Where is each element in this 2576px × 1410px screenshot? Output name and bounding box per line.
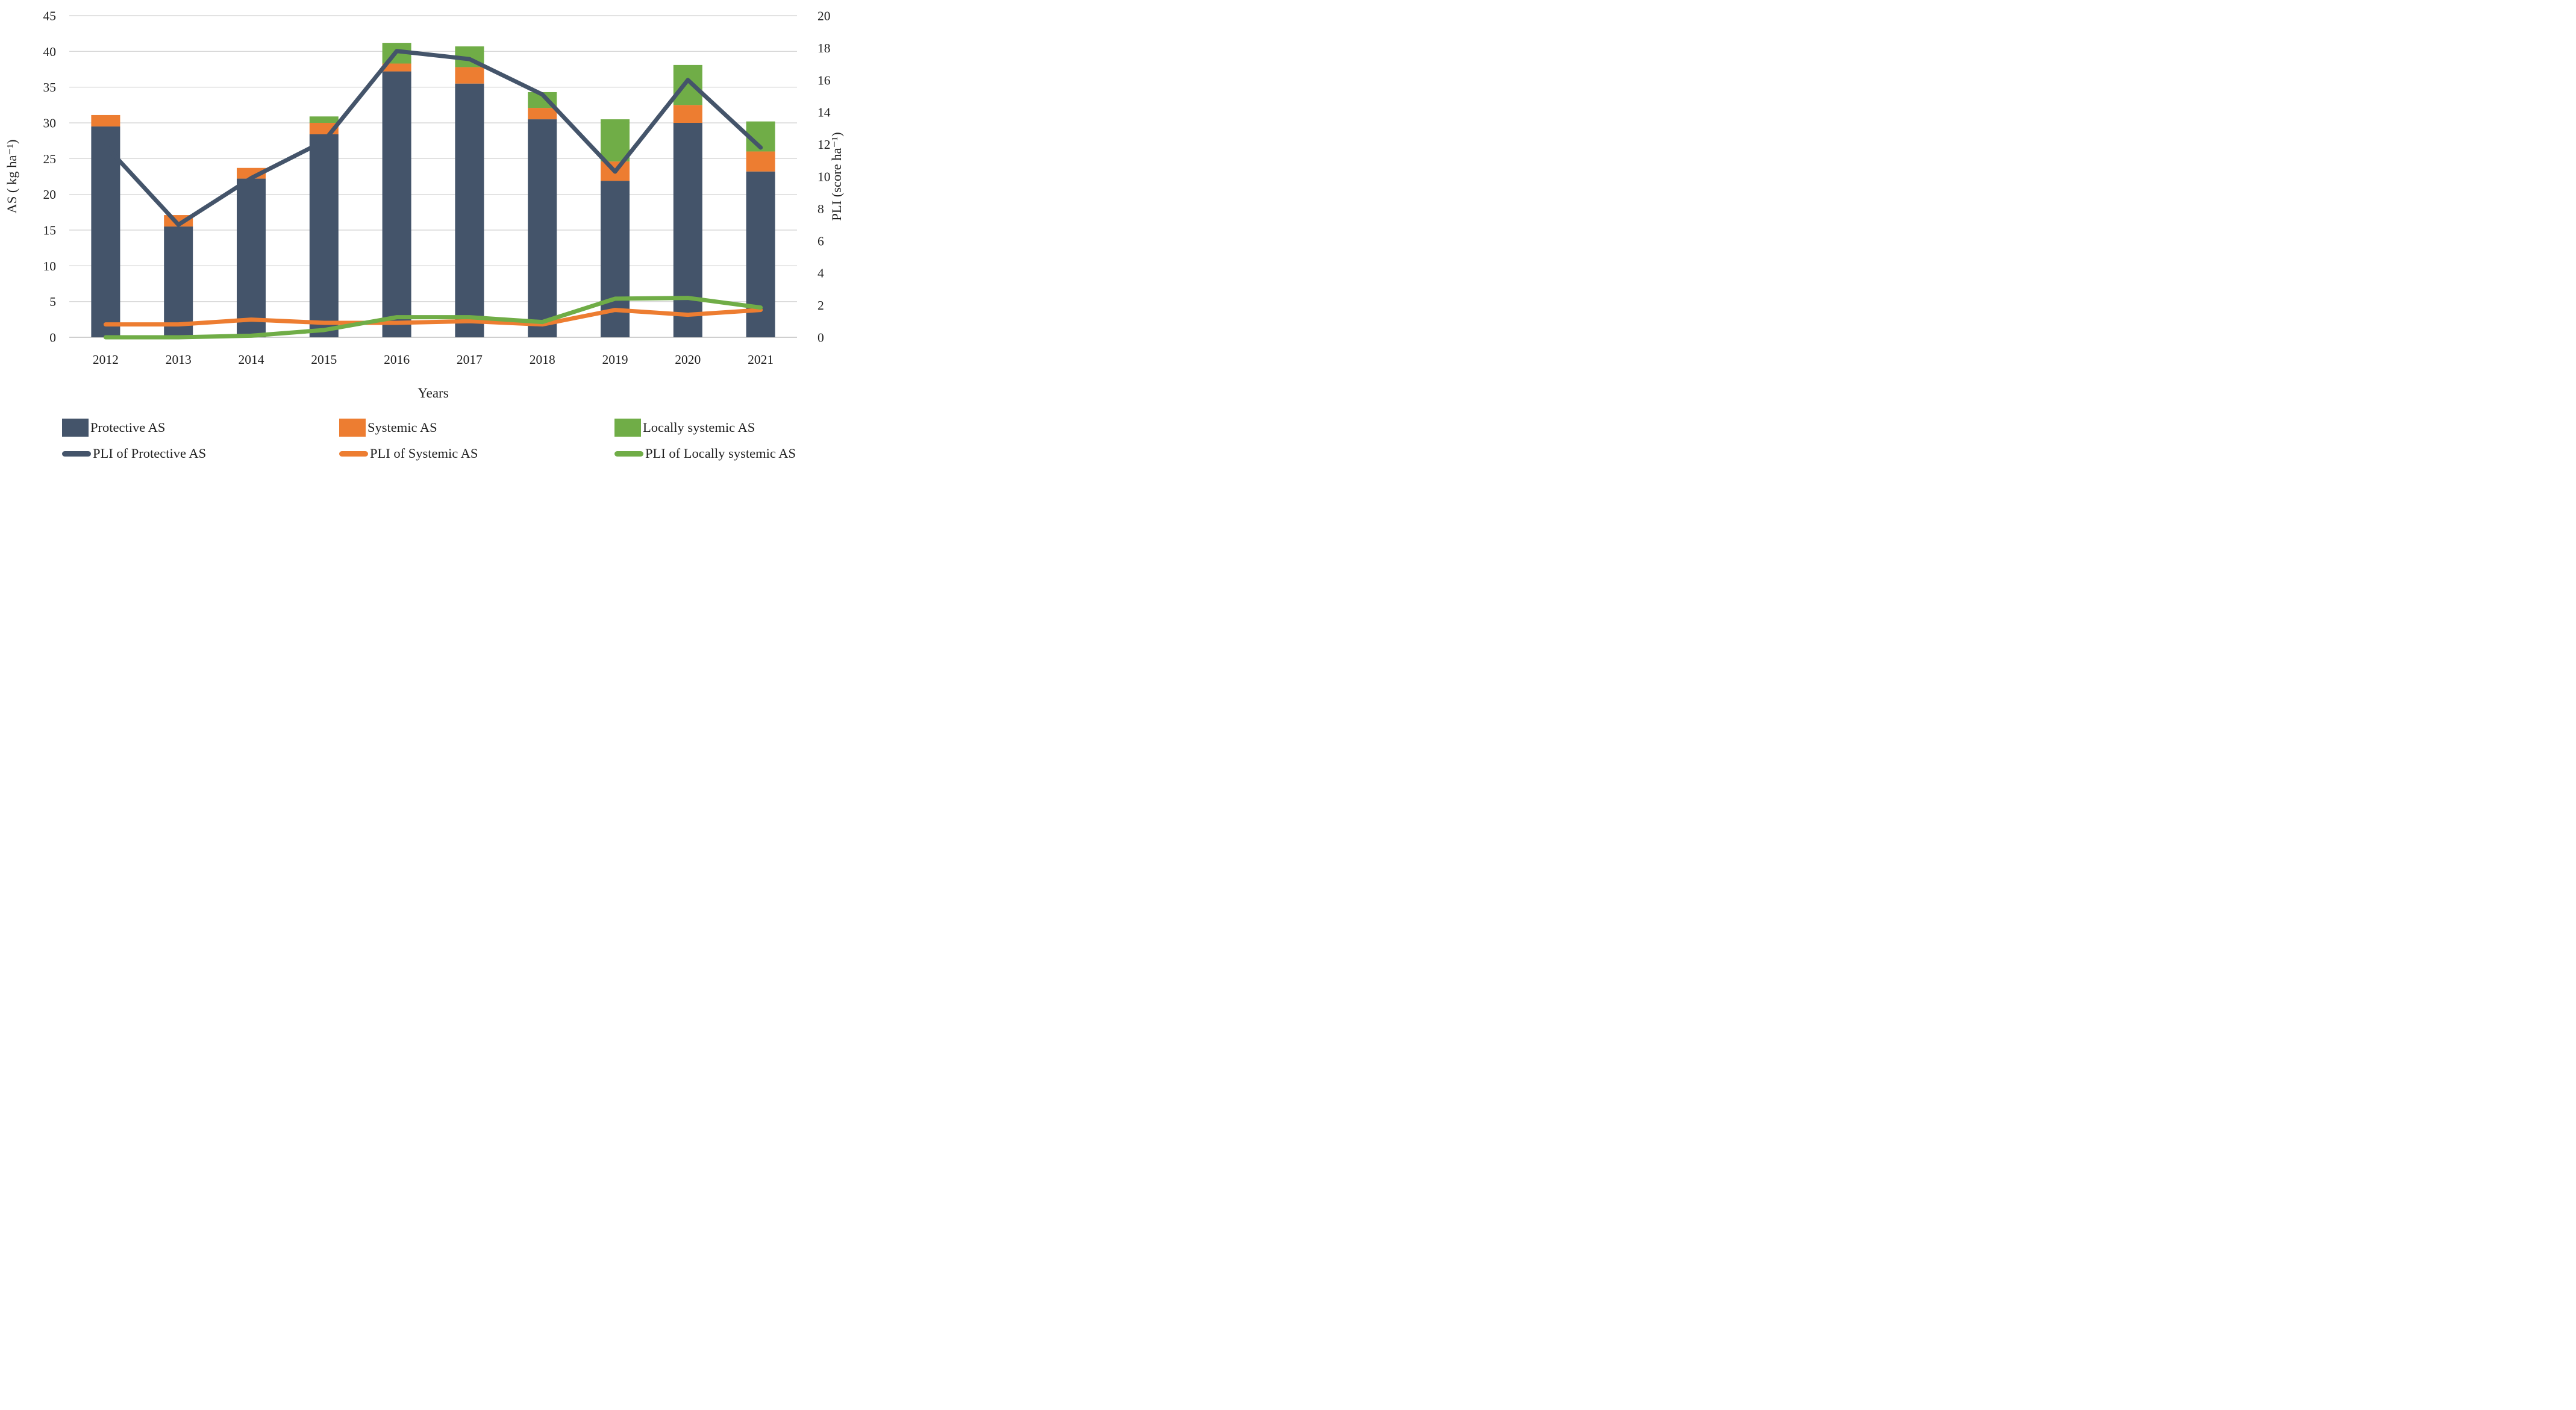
svg-text:2014: 2014 [239,352,264,367]
svg-text:4: 4 [818,266,824,281]
svg-text:2019: 2019 [602,352,628,367]
svg-text:18: 18 [818,41,831,55]
svg-text:30: 30 [43,116,57,131]
svg-text:2015: 2015 [311,352,337,367]
svg-text:Years: Years [417,385,448,401]
svg-text:25: 25 [43,152,57,166]
svg-text:10: 10 [818,170,831,184]
svg-text:PLI (score ha⁻¹): PLI (score ha⁻¹) [829,132,844,220]
svg-text:2021: 2021 [748,352,774,367]
svg-text:2: 2 [818,298,824,313]
svg-text:2020: 2020 [675,352,701,367]
svg-text:0: 0 [49,331,56,345]
svg-text:5: 5 [49,295,56,309]
svg-text:15: 15 [43,223,57,238]
svg-text:2013: 2013 [166,352,192,367]
chart-canvas: 0 5 10 15 20 25 30 35 40 45 0 2 4 6 8 10 12 14 16 18 20 2012 2… [4,9,844,401]
svg-text:40: 40 [43,45,57,59]
chart-figure: 0 5 10 15 20 25 30 35 40 45 0 2 4 6 8 10 12 14 16 18 20 2012 2… [0,0,859,470]
svg-text:35: 35 [43,80,57,95]
svg-text:45: 45 [43,9,57,23]
svg-text:20: 20 [818,9,831,23]
svg-text:20: 20 [43,187,57,202]
svg-text:0: 0 [818,331,824,345]
svg-text:AS ( kg ha⁻¹): AS ( kg ha⁻¹) [4,140,19,214]
svg-text:14: 14 [818,105,831,120]
svg-text:6: 6 [818,234,824,248]
svg-text:10: 10 [43,259,57,273]
svg-text:8: 8 [818,202,824,216]
svg-text:2017: 2017 [457,352,483,367]
svg-text:2016: 2016 [384,352,410,367]
svg-text:2018: 2018 [530,352,555,367]
svg-text:12: 12 [818,137,831,152]
svg-text:2012: 2012 [93,352,119,367]
svg-text:16: 16 [818,73,831,87]
